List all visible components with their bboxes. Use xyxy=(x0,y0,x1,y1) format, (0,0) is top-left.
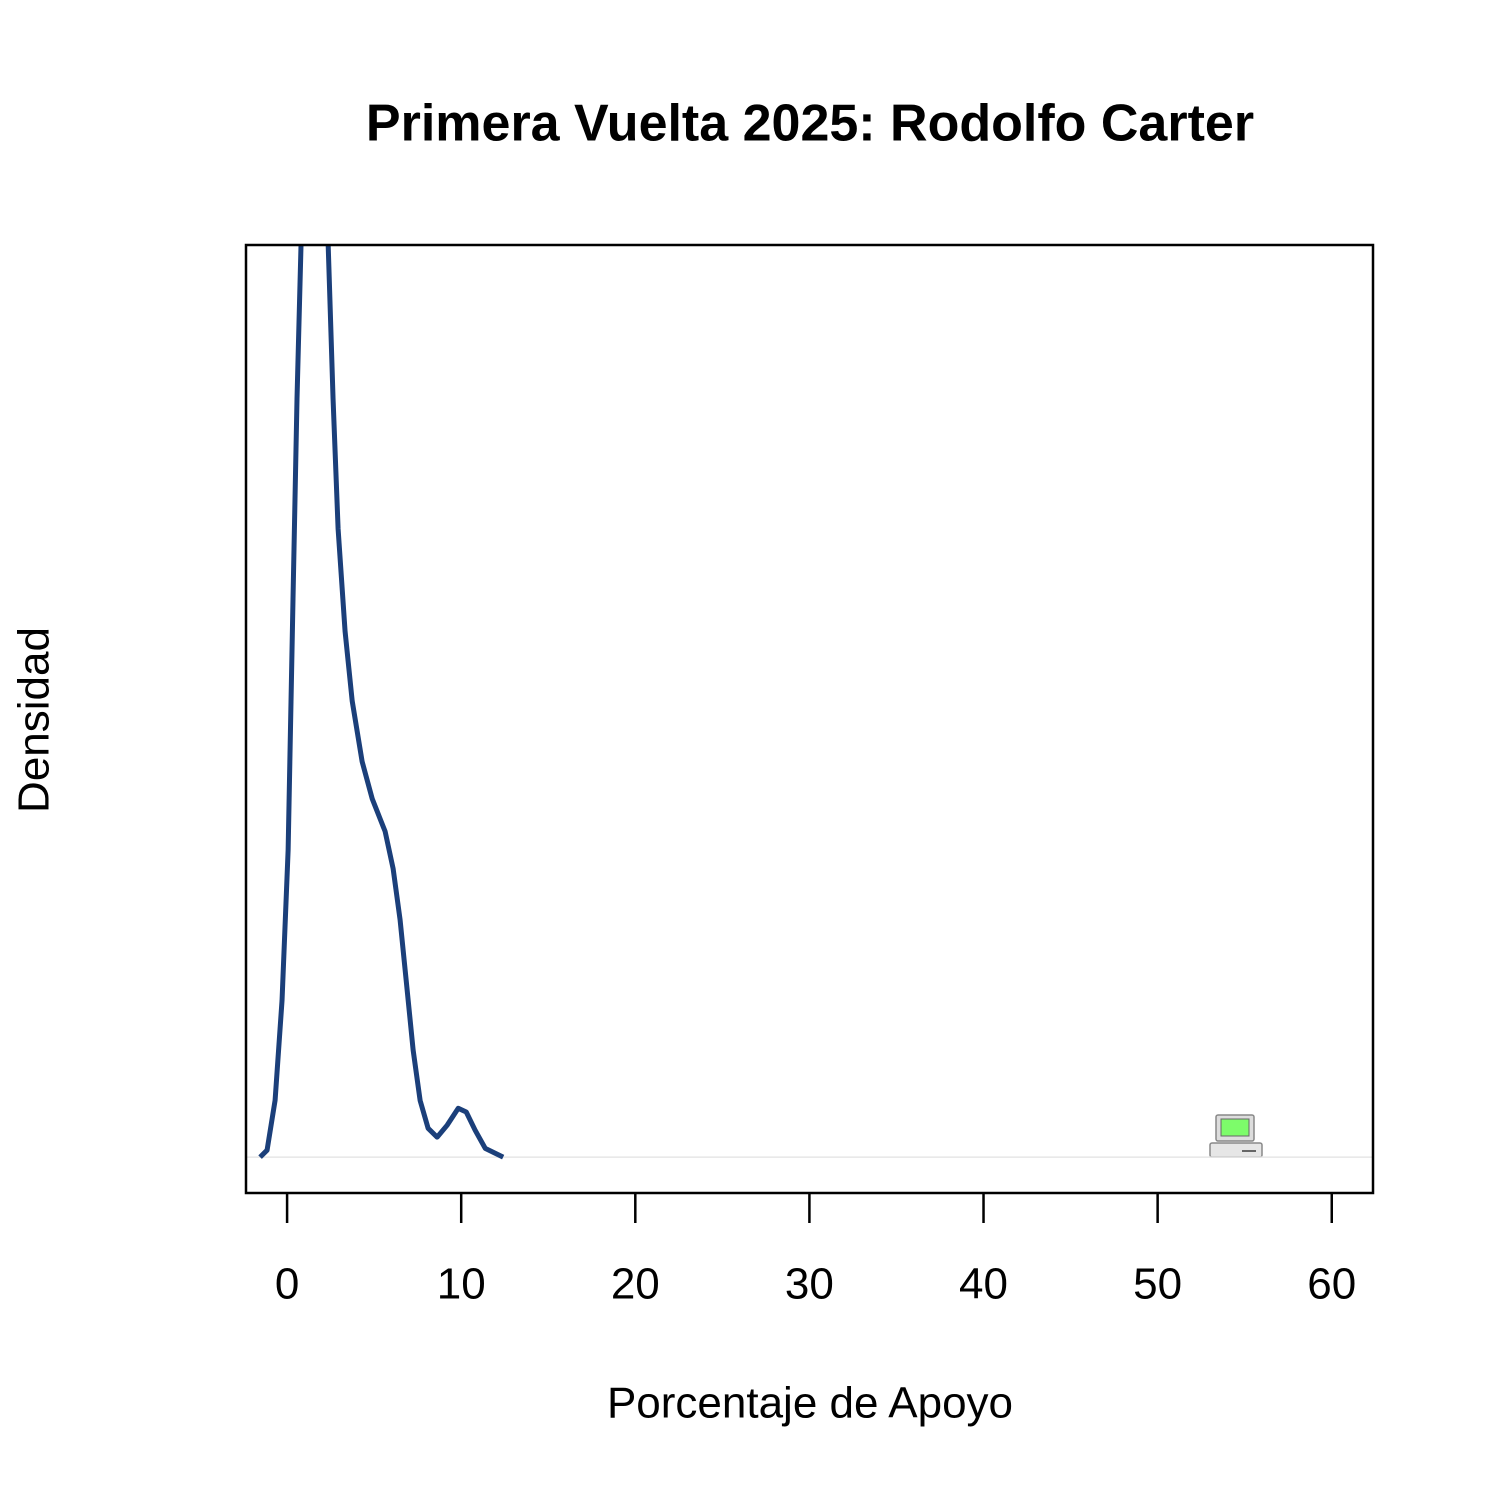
chart-title: Primera Vuelta 2025: Rodolfo Carter xyxy=(366,95,1254,153)
x-tick-label: 30 xyxy=(785,1260,834,1309)
x-tick-label: 50 xyxy=(1133,1260,1182,1309)
plot-frame xyxy=(244,243,1375,1195)
x-tick-label: 20 xyxy=(611,1260,660,1309)
density-line xyxy=(258,245,505,1160)
x-tick-label: 0 xyxy=(275,1260,299,1309)
computer-icon xyxy=(1209,1114,1263,1158)
x-tick-label: 10 xyxy=(437,1260,486,1309)
y-axis-label: Densidad xyxy=(10,627,59,813)
x-axis-label: Porcentaje de Apoyo xyxy=(607,1379,1013,1428)
x-tick-label: 40 xyxy=(959,1260,1008,1309)
x-tick-label: 60 xyxy=(1307,1260,1356,1309)
